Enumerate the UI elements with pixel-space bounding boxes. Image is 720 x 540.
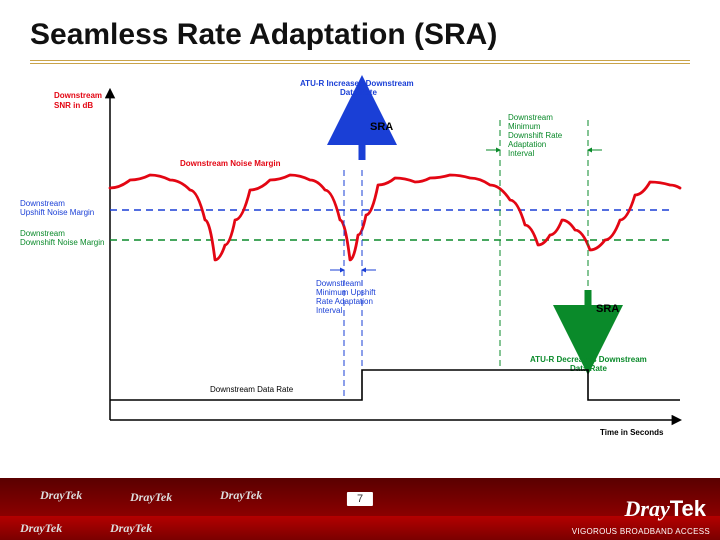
noise-margin-label: Downstream Noise Margin xyxy=(180,159,281,168)
footer-brand-5: DrayTek xyxy=(110,521,152,536)
x-axis-label: Time in Seconds xyxy=(600,428,664,437)
footer-brand-main: DrayTek xyxy=(625,496,707,522)
footer-brand-2: DrayTek xyxy=(130,490,172,505)
data-rate-line xyxy=(110,370,680,400)
data-rate-label: Downstream Data Rate xyxy=(210,385,294,394)
title-underline xyxy=(30,60,690,64)
footer-brand-3: DrayTek xyxy=(220,488,262,503)
sra-down-label: SRA xyxy=(596,303,619,315)
downshift-margin-label: DownstreamDownshift Noise Margin xyxy=(20,229,104,247)
page-number: 7 xyxy=(347,492,373,506)
upshift-margin-label: DownstreamUpshift Noise Margin xyxy=(20,199,94,217)
sra-up-note: ATU-R Increases DownstreamData Rate xyxy=(300,79,414,97)
noise-margin-curve xyxy=(110,175,680,260)
footer-brand-1: DrayTek xyxy=(40,488,82,503)
y-axis-label: DownstreamSNR in dB xyxy=(54,91,102,110)
downshift-int-label: DownstreamMinimumDownshift RateAdaptatio… xyxy=(508,113,563,158)
upshift-int-label: DownstreamMinimum UpshiftRate Adaptation… xyxy=(316,279,376,315)
sra-up-label: SRA xyxy=(370,121,393,133)
footer-tagline: VIGOROUS BROADBAND ACCESS xyxy=(572,527,710,536)
slide-title: Seamless Rate Adaptation (SRA) xyxy=(30,18,497,52)
sra-diagram: DownstreamSNR in dB Time in Seconds Down… xyxy=(0,70,720,470)
footer-brand-4: DrayTek xyxy=(20,521,62,536)
slide-footer: DrayTek DrayTek DrayTek DrayTek DrayTek … xyxy=(0,478,720,540)
